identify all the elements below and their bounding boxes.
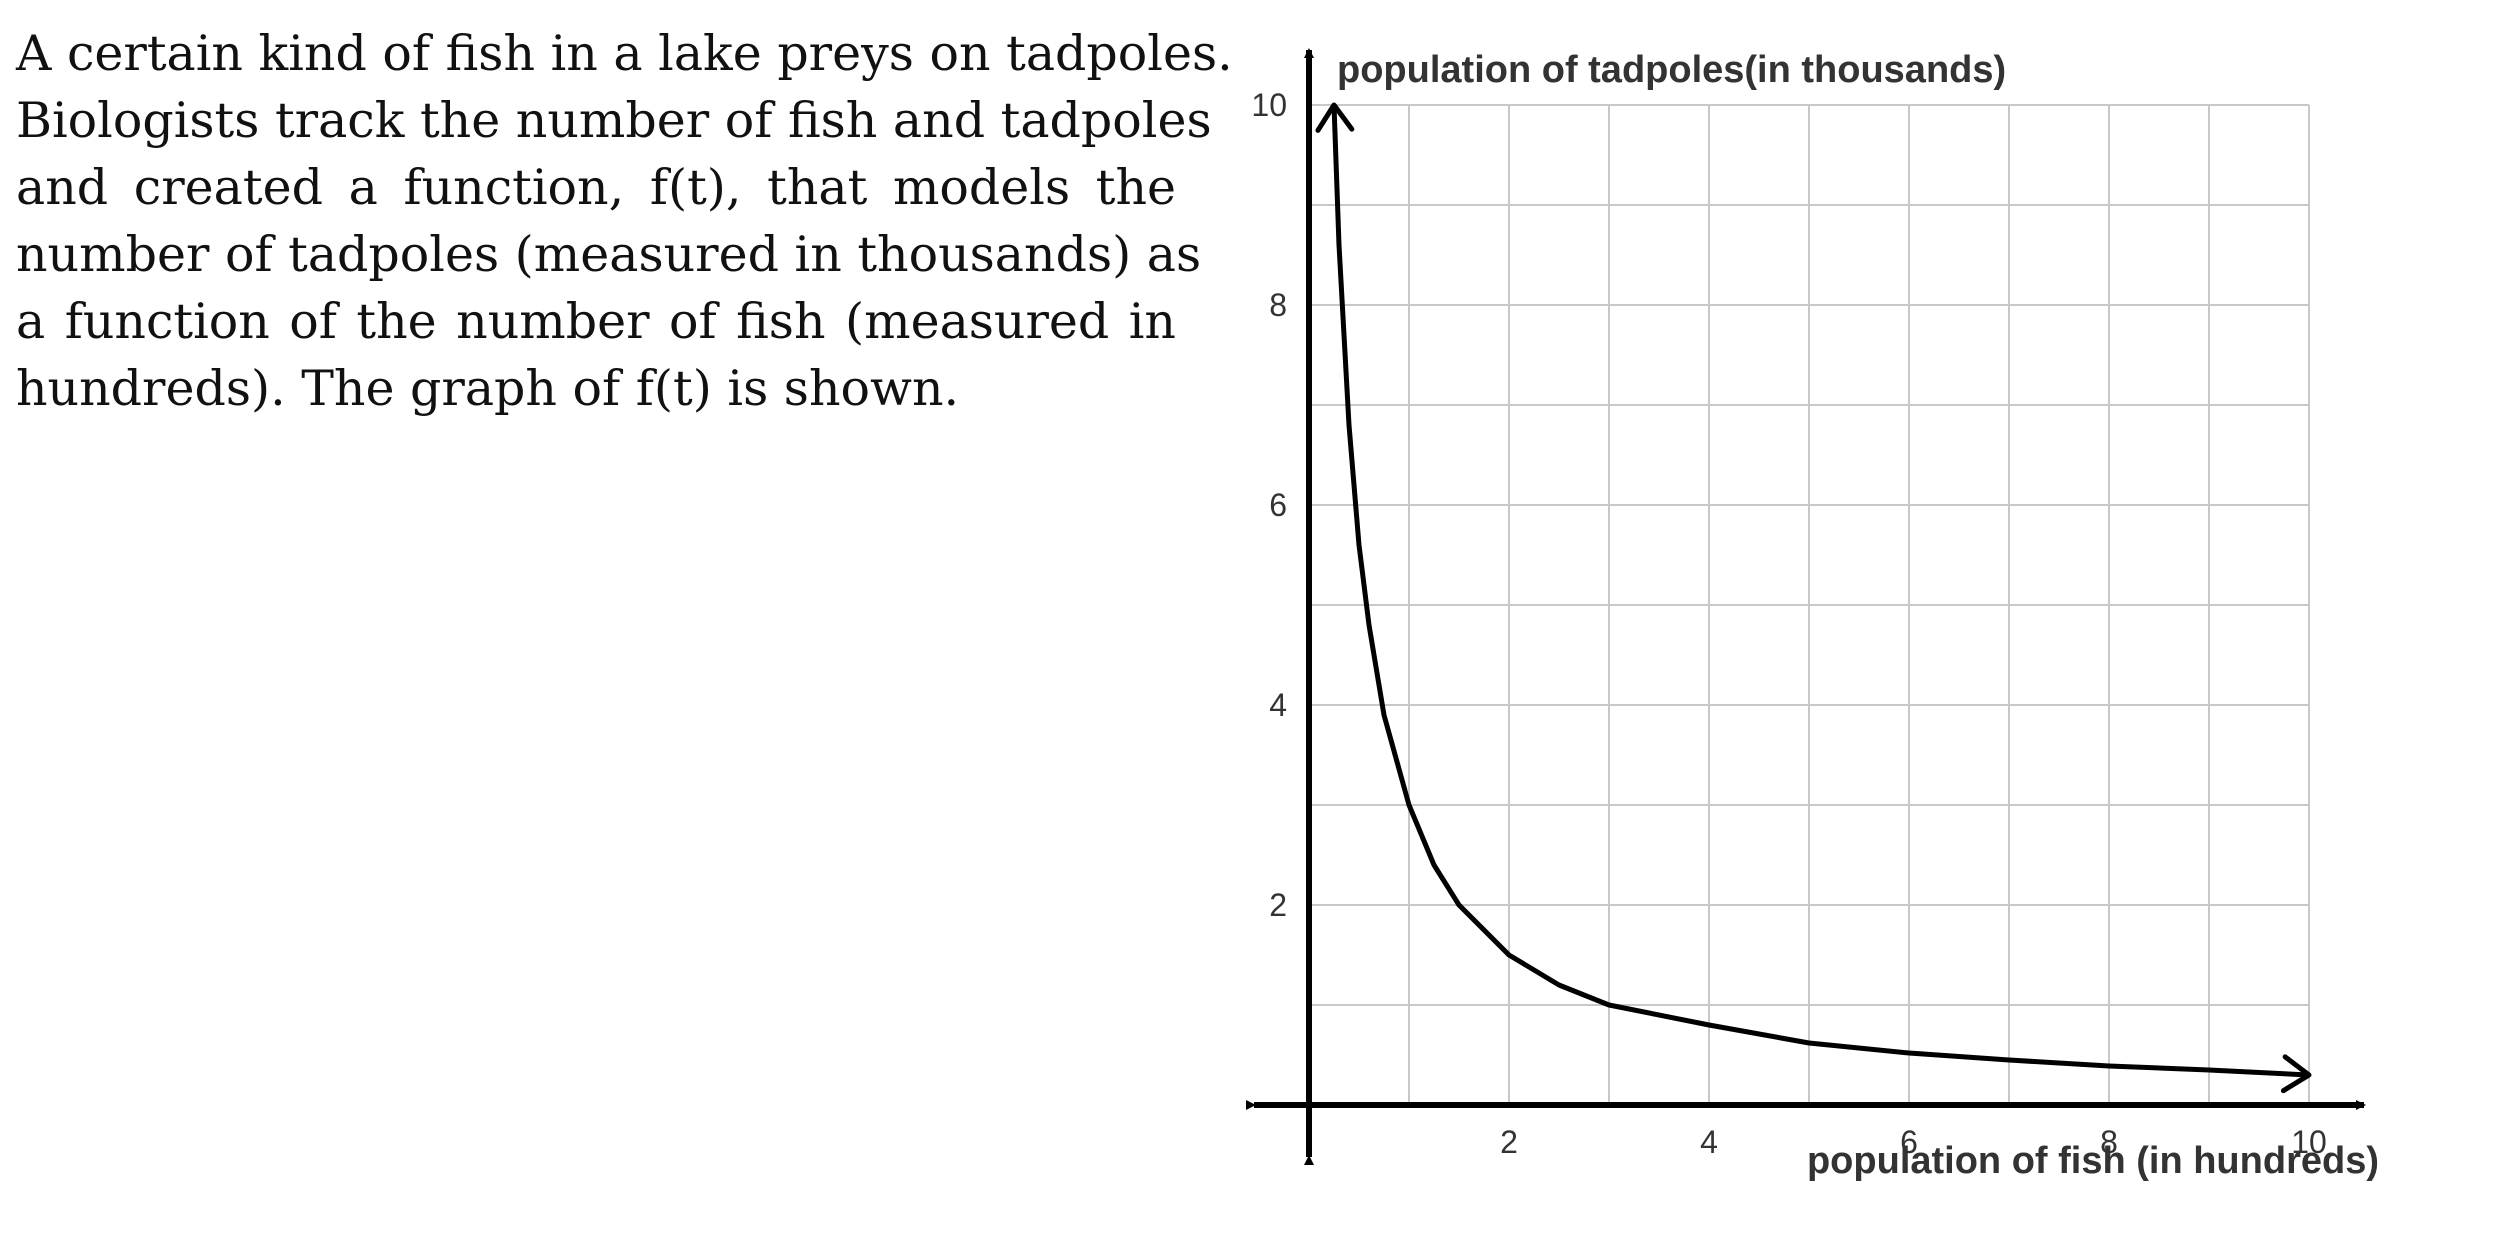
y-tick-label: 4: [1269, 687, 1287, 723]
x-tick-label: 4: [1700, 1124, 1718, 1160]
x-tick-label: 10: [2291, 1124, 2327, 1160]
x-tick-label: 8: [2100, 1124, 2118, 1160]
problem-text: A certain kind of fish in a lake preys o…: [16, 20, 1233, 422]
curve-arrow-top: [1315, 102, 1355, 133]
grid: [1309, 104, 2310, 1105]
problem-line: and created a function, f(t), that model…: [16, 159, 1176, 216]
y-tick-label: 10: [1251, 87, 1287, 123]
problem-line: A certain kind of fish in a lake preys o…: [16, 25, 1233, 82]
y-axis-label: population of tadpoles(in thousands): [1337, 49, 2006, 91]
y-tick-label: 6: [1269, 487, 1287, 523]
series-line: [1331, 104, 2310, 1078]
problem-line: number of tadpoles (measured in thousand…: [16, 226, 1202, 283]
axes: [1246, 48, 2366, 1165]
tadpole-fish-chart: 2 4 6 8 10 2 4 6 8 10 population of tadpoles(in t…: [1246, 48, 2379, 1182]
tick-labels: 2 4 6 8 10 2 4 6 8 10: [1251, 87, 2326, 1160]
curve-arrow-right: [2280, 1054, 2312, 1094]
x-tick-label: 2: [1500, 1124, 1518, 1160]
problem-line: a function of the number of fish (measur…: [16, 293, 1176, 350]
y-tick-label: 8: [1269, 287, 1287, 323]
x-tick-label: 6: [1900, 1124, 1918, 1160]
problem-line: Biologists track the number of fish and …: [16, 92, 1212, 149]
y-tick-label: 2: [1269, 887, 1287, 923]
problem-line: hundreds). The graph of f(t) is shown.: [16, 360, 960, 417]
x-axis-label: population of fish (in hundreds): [1807, 1140, 2379, 1182]
function-curve: [1315, 102, 2312, 1094]
